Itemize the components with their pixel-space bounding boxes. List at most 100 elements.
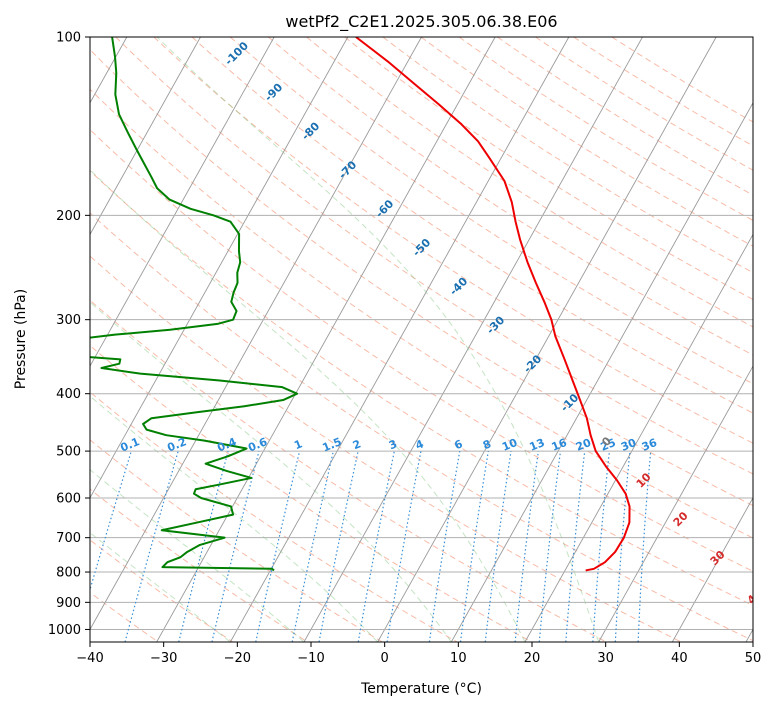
mixing-ratio-line — [90, 450, 132, 592]
chart-title: wetPf2_C2E1.2025.305.06.38.E06 — [285, 12, 557, 32]
moist-adiabat — [90, 469, 305, 642]
isotherm — [377, 37, 717, 642]
y-tick-label: 1000 — [48, 623, 81, 638]
dry-adiabat — [90, 344, 532, 642]
isotherm-label: -30 — [484, 313, 507, 336]
profiles — [90, 37, 631, 572]
x-tick-label: 10 — [450, 651, 467, 666]
y-tick-label: 800 — [56, 566, 81, 581]
moist-adiabat — [90, 301, 452, 642]
line-labels: 0.1 0.2 0.4 0.6 1 1.5 2 3 4 6 8 10 13 16 20 25 30 36-100-… — [119, 39, 765, 607]
mixing-ratio-line — [428, 450, 461, 642]
plot-area: 0.1 0.2 0.4 0.6 1 1.5 2 3 4 6 8 10 13 16 20 25 30 36-100-… — [90, 37, 765, 642]
dry-adiabat — [90, 212, 753, 642]
mixing-ratio-line — [255, 450, 301, 642]
dry-adiabat — [90, 439, 383, 642]
mixing-ratio-line — [318, 450, 359, 642]
dry-adiabat — [90, 170, 753, 607]
x-axis-label: Temperature (°C) — [360, 681, 482, 697]
isotherm-label: -70 — [336, 158, 359, 181]
mixing-ratio-line — [124, 450, 179, 642]
mixing-ratio-line — [386, 450, 422, 642]
y-tick-label: 400 — [56, 387, 81, 402]
x-tick-label: −40 — [76, 651, 103, 666]
isotherm — [90, 37, 422, 631]
isotherm — [524, 233, 753, 642]
moist-adiabat — [90, 169, 526, 642]
isotherm — [90, 37, 349, 499]
isotherm — [745, 628, 753, 642]
mixing-ratio-label: 10 — [500, 436, 519, 454]
isotherm — [671, 496, 753, 642]
isotherm — [90, 37, 275, 368]
x-tick-label: 40 — [671, 651, 688, 666]
dry-adiabat — [268, 37, 753, 356]
isotherm — [598, 365, 753, 642]
dry-adiabat — [191, 37, 753, 414]
isotherm-label: -60 — [373, 197, 396, 220]
dry-adiabat — [497, 37, 753, 196]
moist-adiabat — [90, 532, 231, 642]
dry-adiabat — [115, 37, 753, 475]
y-tick-label: 700 — [56, 531, 81, 546]
dry-adiabat — [458, 37, 753, 221]
isotherm — [229, 37, 570, 642]
mixing-ratio-label: 36 — [640, 436, 659, 454]
dry-adiabat — [153, 37, 753, 444]
mixing-ratio-label: 4 — [414, 437, 426, 452]
axes: −40 −30 −20 −10 0 10 20 30 40 5010020030040050060… — [48, 31, 761, 667]
mixing-ratio-label: 25 — [599, 436, 618, 454]
x-tick-label: 20 — [524, 651, 541, 666]
mixing-ratio-line — [459, 451, 489, 642]
mixing-ratio-lines — [90, 450, 652, 642]
x-tick-label: 0 — [381, 651, 389, 666]
mixing-ratio-label: 1.5 — [321, 435, 344, 454]
dry-adiabat — [90, 391, 458, 642]
x-tick-label: −10 — [297, 651, 324, 666]
mixing-ratio-line — [211, 450, 260, 642]
isotherms — [90, 37, 753, 642]
mixing-ratio-label: 0.4 — [215, 435, 238, 454]
dry-adiabat — [344, 37, 753, 301]
mixing-ratio-line — [514, 451, 539, 642]
dry-adiabat — [90, 128, 753, 572]
mixing-ratio-line — [592, 451, 611, 642]
mixing-ratio-label: 2 — [351, 437, 363, 452]
mixing-ratio-label: 3 — [387, 437, 399, 452]
isotherm — [303, 37, 643, 642]
mixing-ratio-label: 30 — [619, 436, 638, 454]
plot-frame — [89, 36, 754, 643]
isotherm — [156, 37, 496, 642]
dry-adiabat — [229, 37, 753, 385]
isobars — [90, 37, 753, 630]
mixing-ratio-line — [538, 451, 562, 642]
y-tick-label: 500 — [56, 445, 81, 460]
mixing-ratio-label: 8 — [481, 437, 493, 452]
dry-adiabat — [90, 299, 607, 642]
mixing-ratio-label: 20 — [574, 436, 593, 454]
y-axis-label: Pressure (hPa) — [13, 289, 29, 389]
mixing-ratio-line — [178, 450, 229, 642]
dry-adiabat — [306, 37, 753, 328]
isotherm-label: -90 — [262, 81, 285, 104]
isotherm-label: -100 — [222, 39, 251, 68]
isotherm-label: -40 — [447, 275, 470, 298]
dry-adiabat — [90, 488, 308, 642]
isotherm-label: -20 — [521, 352, 544, 375]
mixing-ratio-line — [565, 451, 586, 642]
dewpoint-profile — [90, 37, 299, 572]
y-tick-label: 900 — [56, 596, 81, 611]
isotherm-label: 40 — [745, 587, 765, 607]
mixing-ratio-label: 16 — [550, 436, 569, 454]
isotherm-label: 20 — [671, 509, 691, 529]
x-tick-label: −30 — [150, 651, 177, 666]
x-tick-label: 30 — [597, 651, 614, 666]
dry-adiabat — [90, 88, 753, 539]
dry-adiabat — [573, 37, 753, 147]
dry-adiabat — [382, 37, 753, 274]
dry-adiabats — [90, 37, 753, 642]
temperature-profile — [355, 37, 631, 572]
isotherm — [450, 101, 753, 642]
y-tick-label: 100 — [56, 31, 81, 46]
